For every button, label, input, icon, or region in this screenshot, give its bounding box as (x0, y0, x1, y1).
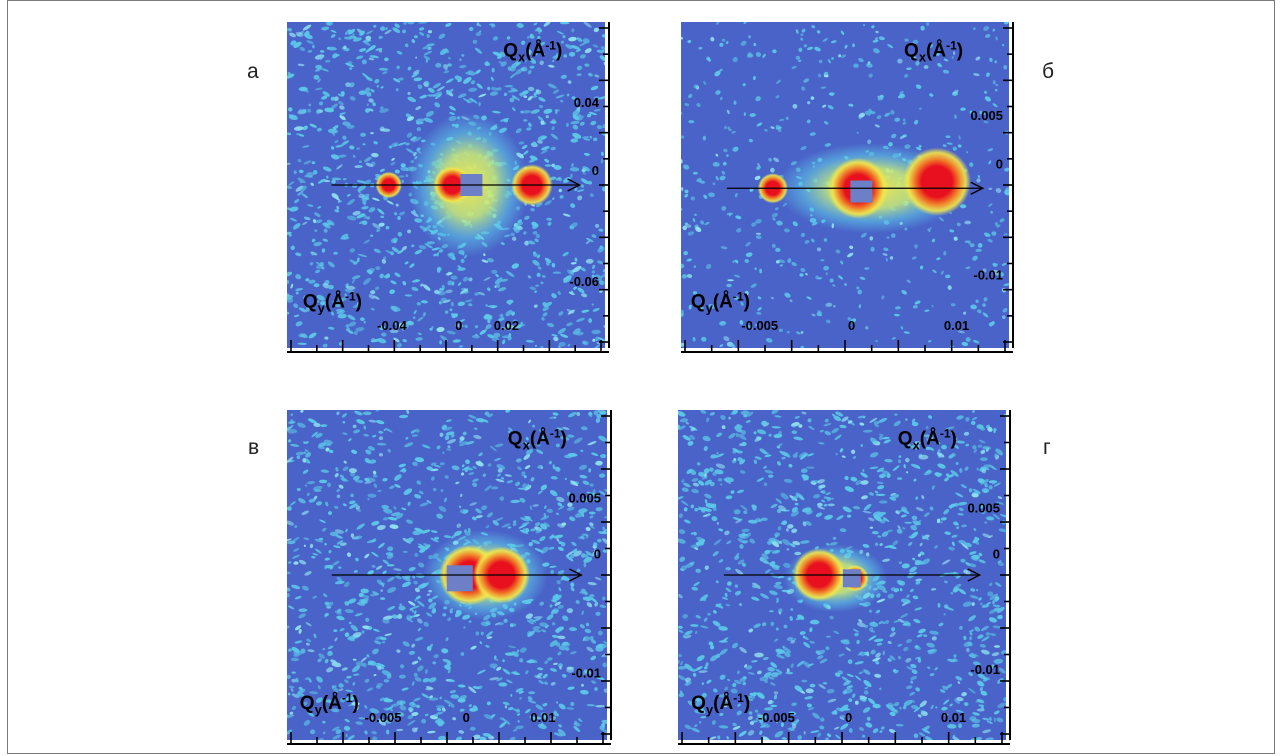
qy-tick-label: -0.005 (758, 710, 795, 725)
figure-frame (7, 0, 1275, 754)
qx-tick-label: -0.01 (973, 268, 1003, 283)
qy-tick-label: 0 (463, 710, 470, 725)
qx-tick-label: 0 (993, 547, 1000, 562)
beam-stop (842, 569, 861, 588)
qx-axis-title: Qx(Å-1) (904, 38, 963, 64)
panel-letter-a: а (247, 60, 259, 83)
qy-tick-label: -0.005 (365, 710, 402, 725)
qx-axis-title: Qx(Å-1) (503, 38, 562, 64)
arrow-head-icon (967, 568, 982, 582)
qx-tick-label: 0.005 (970, 108, 1003, 123)
qy-tick-label: -0.005 (741, 318, 778, 333)
scattering-map-v: -0.005 0 0.01 0.005 0 -0.01 Qx(Å-1) Qy(Å-1) (287, 410, 626, 750)
qx-tick-label: 0.005 (568, 490, 601, 505)
qy-tick-label: -0.04 (377, 318, 407, 333)
speckle-noise (287, 410, 607, 740)
arrow-head-icon (569, 568, 583, 582)
qx-tick-label: -0.01 (970, 662, 1000, 677)
arrow-head-icon (970, 181, 985, 195)
qx-axis-title: Qx(Å-1) (898, 427, 957, 453)
qy-tick-label: 0.01 (941, 710, 966, 725)
qy-tick-label: 0 (845, 710, 852, 725)
qy-tick-label: 0.01 (530, 710, 555, 725)
panel-letter-v: в (248, 436, 260, 459)
qx-tick-label: 0 (592, 163, 599, 178)
scattering-map-a: -0.04 0 0.02 0.04 0 -0.06 Qx(Å-1) Qy(Å-1) (287, 22, 620, 358)
panel-letter-g: г (1043, 436, 1051, 459)
qx-tick-label: 0 (996, 157, 1003, 172)
qx-tick-label: 0.04 (574, 95, 600, 110)
qx-tick-label: -0.01 (571, 665, 601, 680)
qy-tick-label: 0.01 (944, 318, 969, 333)
bragg-peak-3 (902, 147, 972, 216)
qy-tick-label: 0 (455, 318, 462, 333)
qy-tick-label: 0 (848, 318, 855, 333)
scattering-map-b: -0.005 0 0.01 0.005 0 -0.01 Qx(Å-1) Qy(Å-1) (681, 22, 1026, 358)
qy-axis-title: Qy(Å-1) (300, 691, 359, 717)
qx-tick-label: -0.06 (569, 274, 599, 289)
scattering-map-g: -0.005 0 0.01 0.005 0 -0.01 Qx(Å-1) Qy(Å-1) (678, 410, 1026, 750)
qx-tick-label: 0 (594, 547, 601, 562)
arrow-head-icon (567, 178, 582, 192)
beam-stop (850, 180, 873, 203)
beam-stop (446, 565, 473, 592)
panel-letter-b: б (1042, 60, 1055, 83)
qy-axis-title: Qy(Å-1) (303, 290, 362, 316)
qx-axis-title: Qx(Å-1) (508, 427, 567, 453)
qy-tick-label: 0.02 (494, 318, 519, 333)
qy-axis-title: Qy(Å-1) (691, 691, 750, 717)
qx-tick-label: 0.005 (967, 500, 1000, 515)
qy-axis-title: Qy(Å-1) (691, 290, 750, 316)
